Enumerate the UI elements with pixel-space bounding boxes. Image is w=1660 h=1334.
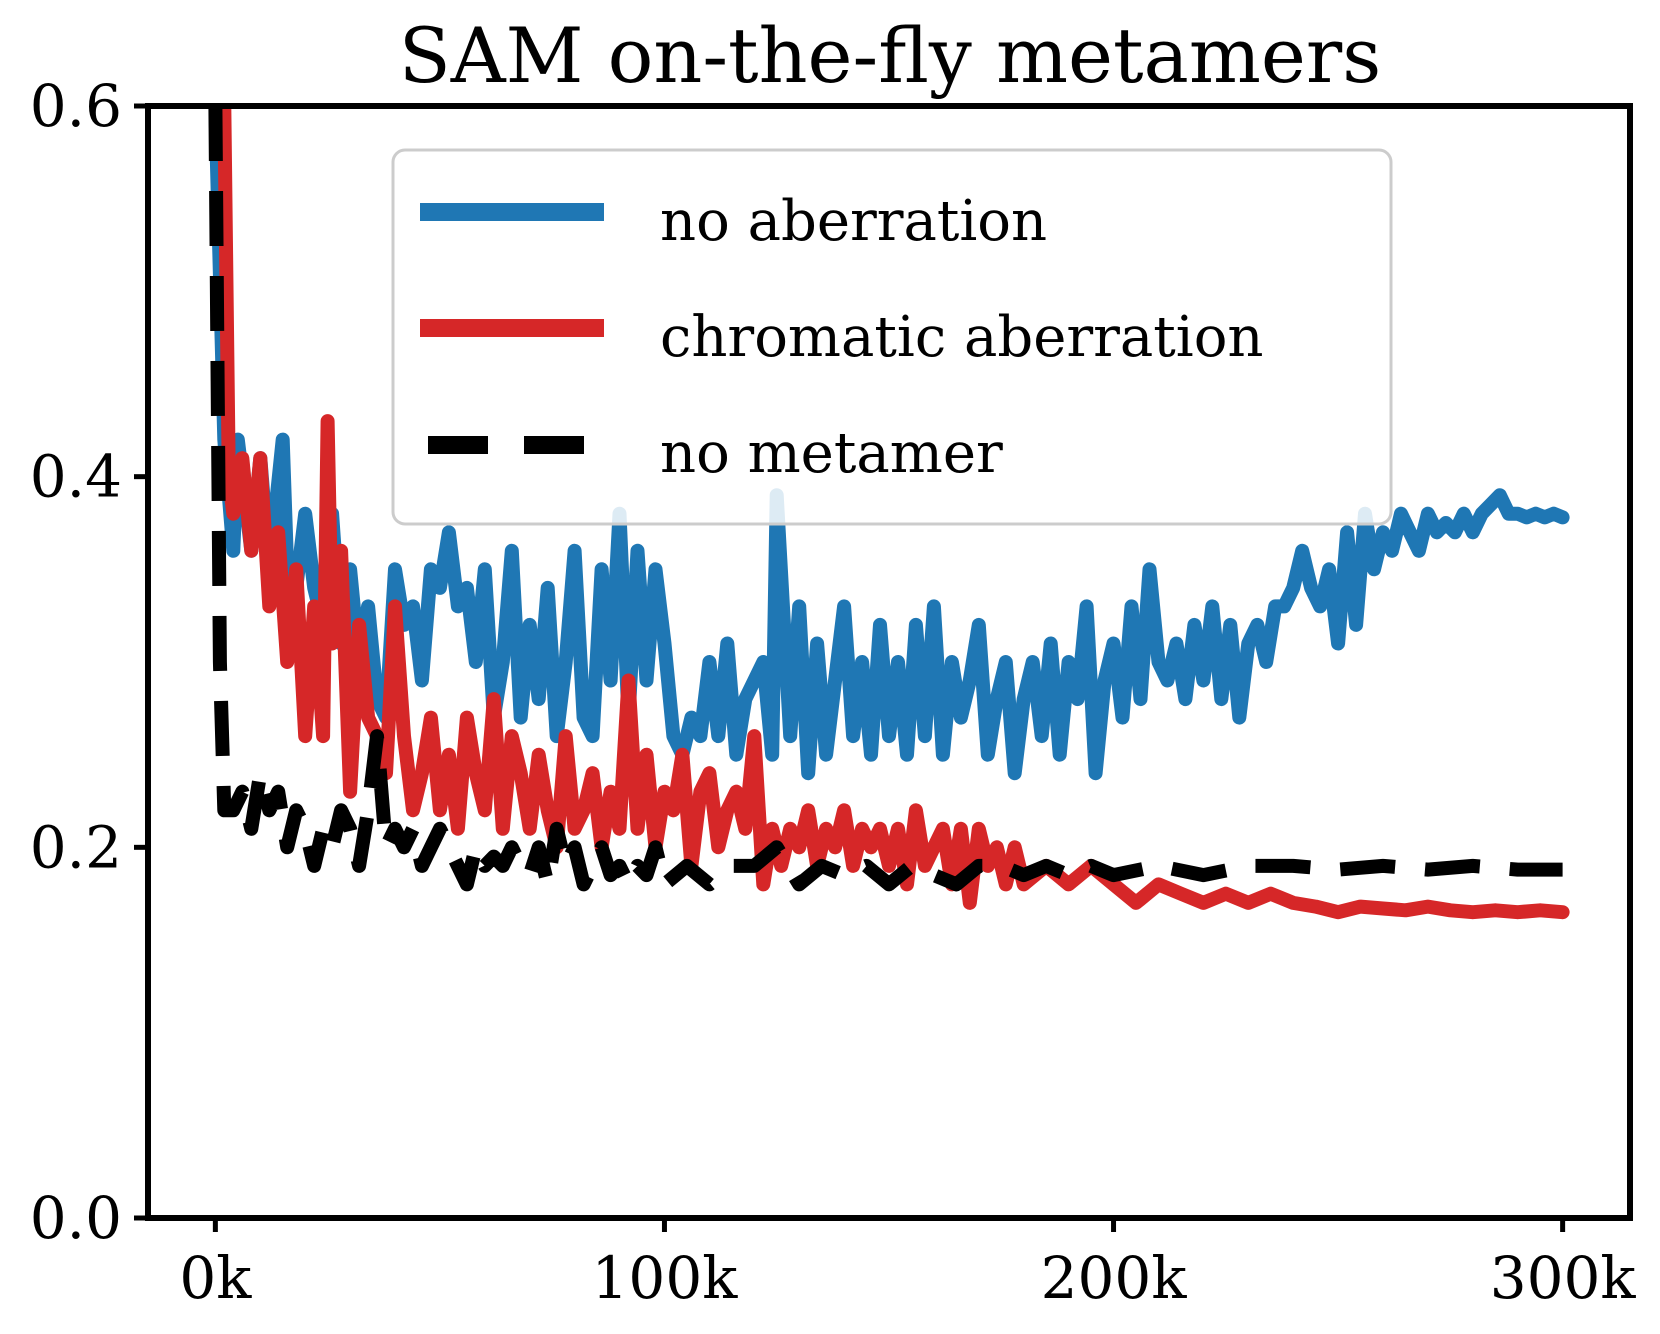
plot-frame bbox=[145, 103, 1633, 1221]
legend-box bbox=[391, 148, 1393, 526]
series-layer bbox=[208, 106, 1570, 920]
chart-title: SAM on-the-fly metamers bbox=[399, 11, 1382, 100]
x-tick-label: 300k bbox=[1490, 1244, 1637, 1312]
y-tick-label: 0.2 bbox=[30, 813, 122, 881]
x-tick-label: 200k bbox=[1041, 1244, 1188, 1312]
x-axis: 0k 100k 200k 300k bbox=[179, 1218, 1636, 1312]
x-tick-label: 0k bbox=[179, 1244, 252, 1312]
legend-label-no-aberration: no aberration bbox=[660, 189, 1047, 254]
y-tick-label: 0.4 bbox=[30, 443, 122, 511]
x-tick-label: 100k bbox=[592, 1244, 739, 1312]
y-tick-label: 0.6 bbox=[30, 72, 122, 140]
legend: no aberration chromatic aberration no me… bbox=[391, 148, 1393, 526]
y-axis: 0.0 0.2 0.4 0.6 bbox=[30, 72, 148, 1252]
series-line-no-metamer bbox=[208, 106, 1563, 892]
legend-label-no-metamer: no metamer bbox=[660, 421, 1003, 486]
y-tick-label: 0.0 bbox=[30, 1184, 122, 1252]
series-line-no-aberration bbox=[208, 106, 1570, 781]
legend-label-chromatic-aberration: chromatic aberration bbox=[660, 305, 1263, 370]
